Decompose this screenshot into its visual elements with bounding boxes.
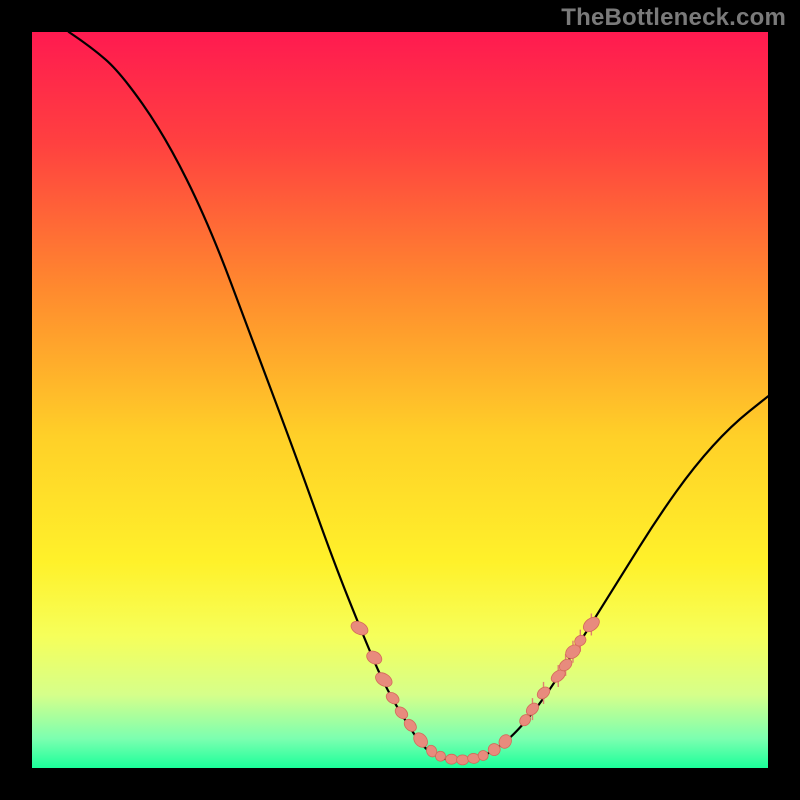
watermark-text: TheBottleneck.com [561,4,786,32]
data-marker [457,755,469,765]
chart-background [32,32,768,768]
bottleneck-chart [32,32,768,768]
data-marker [446,754,458,764]
chart-frame: TheBottleneck.com [0,0,800,800]
